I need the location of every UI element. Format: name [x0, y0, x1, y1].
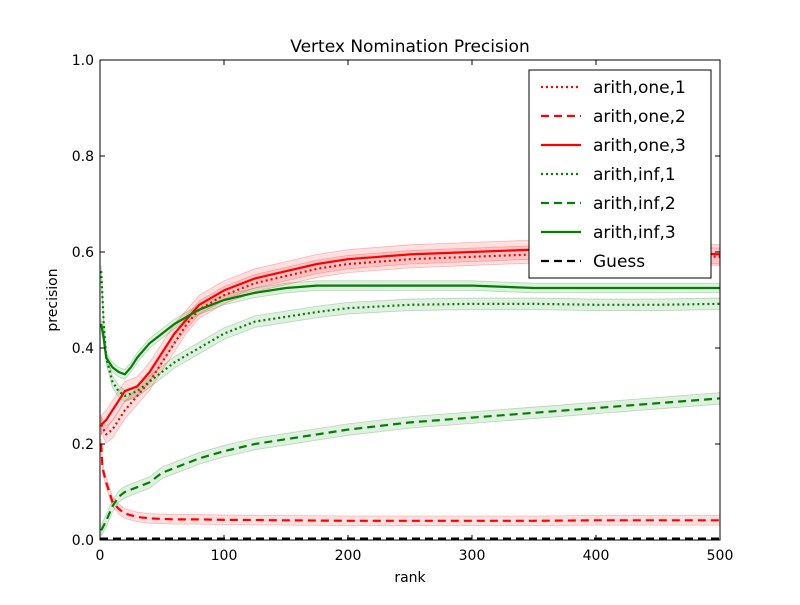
legend-label-arith-one-2: arith,one,2: [593, 107, 686, 127]
legend: arith,one,1 arith,one,2 arith,one,3 arith,i…: [528, 69, 712, 279]
legend-label-arith-inf-2: arith,inf,2: [593, 194, 676, 214]
x-tick-label: 300: [459, 548, 486, 564]
series-line-arith-inf-2: [100, 397, 720, 531]
legend-box: [528, 69, 712, 279]
y-tick-label: 0.8: [72, 149, 94, 165]
x-tick-label: 500: [707, 548, 734, 564]
legend-label-arith-inf-3: arith,inf,3: [593, 223, 676, 243]
y-tick-label: 0.2: [72, 437, 94, 453]
y-tick-label: 0.4: [72, 341, 94, 357]
y-tick-label: 1.0: [72, 53, 94, 69]
legend-label-guess: Guess: [593, 252, 645, 272]
series-line-arith-inf-1: [100, 271, 720, 398]
x-axis-label: rank: [394, 570, 426, 586]
x-tick-label: 200: [335, 548, 362, 564]
series-line-arith-inf-3: [100, 284, 720, 376]
band-arith-inf-1: [100, 265, 720, 403]
x-axis-ticks: 0 100 200 300 400 500: [96, 60, 734, 564]
x-tick-label: 400: [583, 548, 610, 564]
series-line-arith-one-1: [100, 253, 720, 436]
band-arith-one-2: [100, 439, 720, 526]
x-tick-label: 100: [211, 548, 238, 564]
legend-label-arith-one-3: arith,one,3: [593, 136, 686, 156]
legend-label-arith-inf-1: arith,inf,1: [593, 165, 676, 185]
legend-label-arith-one-1: arith,one,1: [593, 78, 686, 98]
y-axis-ticks: 0.0 0.2 0.4 0.6 0.8 1.0: [72, 53, 720, 549]
x-tick-label: 0: [96, 548, 105, 564]
y-tick-label: 0.0: [72, 533, 94, 549]
series-line-arith-one-2: [100, 443, 720, 522]
y-tick-label: 0.6: [72, 245, 94, 261]
legend-entries: arith,one,1 arith,one,2 arith,one,3 arith,i…: [541, 78, 686, 272]
plot-frame: [99, 59, 721, 541]
chart-title: Vertex Nomination Precision: [290, 37, 529, 57]
series-lines: [100, 248, 720, 540]
band-arith-inf-3: [100, 280, 720, 380]
y-axis-label: precision: [45, 268, 61, 331]
series-line-arith-one-3: [100, 248, 720, 426]
